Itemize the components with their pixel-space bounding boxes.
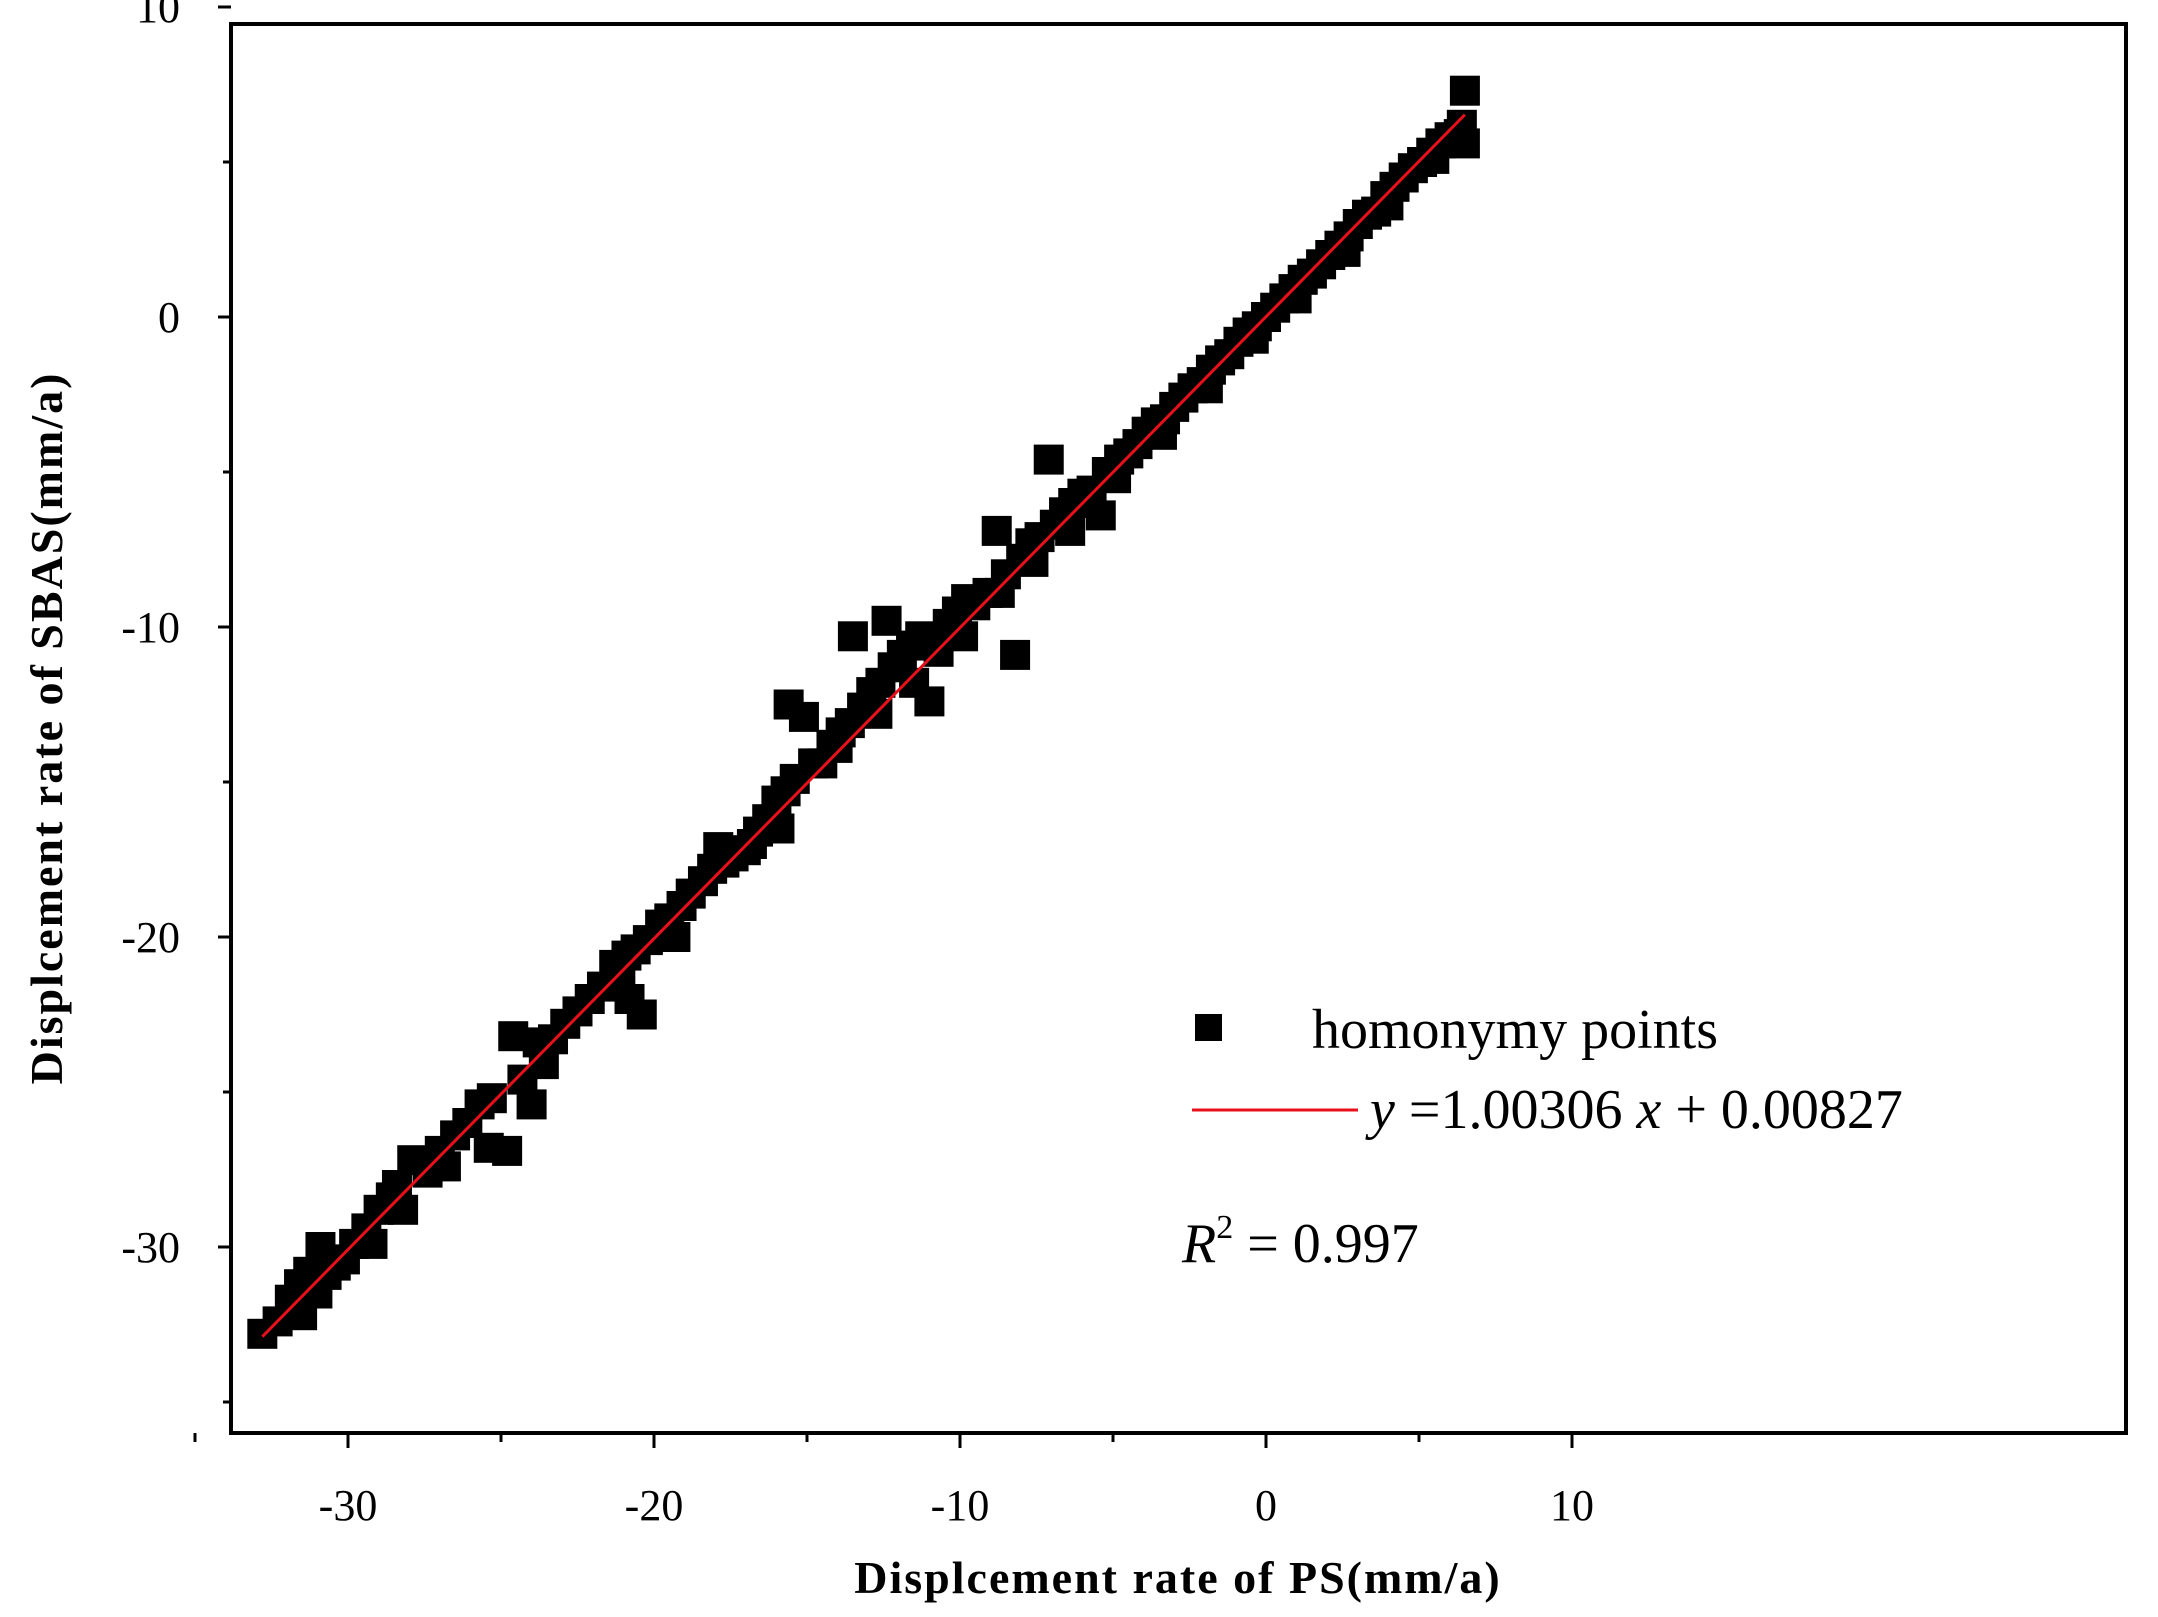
scatter-point: [1330, 236, 1361, 267]
scatter-point: [476, 1083, 507, 1114]
r-letter: R: [1181, 1213, 1216, 1275]
legend-marker-square: [1195, 1014, 1222, 1041]
scatter-point: [788, 701, 819, 732]
scatter-point: [1055, 515, 1086, 546]
regression-line: [261, 113, 1466, 1338]
equation-y-symbol: y: [1365, 1079, 1395, 1141]
x-tick-label: -30: [319, 1481, 378, 1530]
r-value: = 0.997: [1233, 1213, 1419, 1275]
scatter-point: [305, 1232, 336, 1262]
scatter-point: [1146, 419, 1177, 450]
scatter-point: [822, 732, 853, 763]
scatter-point: [1000, 639, 1031, 670]
r-exponent: 2: [1216, 1209, 1233, 1246]
scatter-point: [1281, 283, 1312, 314]
legend-points-label: homonymy points: [1312, 999, 1718, 1061]
x-tick-label: -10: [931, 1481, 990, 1530]
scatter-point: [1419, 143, 1450, 174]
r-squared-annotation: R2 = 0.997: [1181, 1209, 1419, 1275]
x-tick-label: 10: [1550, 1481, 1594, 1530]
scatter-point: [736, 829, 767, 859]
scatter-point: [287, 1300, 318, 1331]
y-tick-label: 0: [158, 293, 180, 342]
scatter-point: [764, 813, 795, 844]
x-tick-label: -20: [625, 1481, 684, 1530]
scatter-point: [1446, 109, 1477, 140]
equation-x-symbol: x: [1635, 1079, 1661, 1141]
y-axis-title: Displcement rate of SBAS(mm/a): [21, 372, 72, 1085]
scatter-point: [605, 965, 636, 996]
equation-coefficient: =1.00306: [1395, 1079, 1637, 1141]
data-points: [247, 75, 1480, 1349]
legend-equation: y =1.00306 x + 0.00827: [1365, 1079, 1903, 1141]
y-tick-label: 10: [136, 0, 180, 32]
x-axis-ticks: -30 -20 -10 0 10: [193, 1433, 1594, 1530]
x-axis-title: Displcement rate of PS(mm/a): [854, 1552, 1501, 1603]
scatter-point: [492, 1135, 523, 1166]
regression-line-layer: [261, 113, 1466, 1338]
equation-intercept: + 0.00827: [1661, 1079, 1903, 1141]
scatter-point: [1192, 373, 1223, 404]
y-tick-label: -10: [121, 603, 180, 652]
scatter-point: [1373, 190, 1404, 221]
x-tick-label: 0: [1255, 1481, 1277, 1530]
scatter-point: [984, 577, 1015, 608]
legend: homonymy points y =1.00306 x + 0.00827: [1192, 999, 1903, 1141]
scatter-point: [1085, 500, 1116, 531]
scatter-point: [381, 1170, 412, 1200]
scatter-point: [981, 515, 1012, 546]
scatter-point: [1033, 444, 1064, 475]
scatter-point: [516, 1089, 547, 1120]
y-tick-label: -30: [121, 1223, 180, 1272]
scatter-point: [837, 621, 868, 652]
scatter-point: [528, 1049, 559, 1080]
scatter-point: [430, 1151, 461, 1182]
scatter-point: [1449, 75, 1480, 106]
y-axis-ticks: 10 0 -10 -20 -30: [121, 0, 231, 1404]
scatter-point: [703, 832, 734, 863]
y-tick-label: -20: [121, 913, 180, 962]
plot-frame: [229, 22, 2128, 1435]
